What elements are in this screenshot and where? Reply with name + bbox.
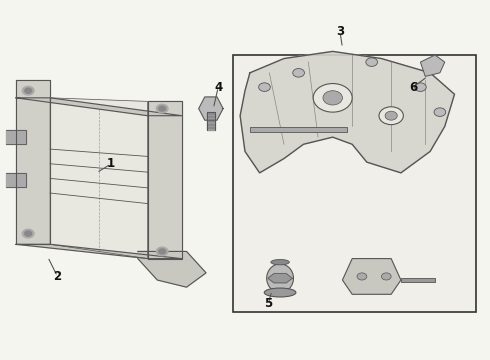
Circle shape	[357, 273, 367, 280]
Polygon shape	[6, 173, 26, 187]
Circle shape	[313, 84, 352, 112]
Text: 2: 2	[53, 270, 61, 283]
Circle shape	[415, 83, 426, 91]
Circle shape	[159, 249, 166, 254]
Polygon shape	[16, 80, 50, 244]
Text: 4: 4	[214, 81, 222, 94]
Ellipse shape	[267, 264, 294, 293]
Circle shape	[23, 229, 34, 238]
Text: 1: 1	[107, 157, 115, 170]
Circle shape	[293, 68, 304, 77]
Text: 3: 3	[336, 25, 344, 38]
Circle shape	[156, 247, 168, 256]
Circle shape	[259, 83, 270, 91]
Text: 5: 5	[264, 297, 272, 310]
Polygon shape	[199, 97, 223, 120]
Ellipse shape	[271, 260, 289, 265]
Circle shape	[385, 111, 397, 120]
Polygon shape	[147, 102, 182, 258]
Circle shape	[159, 106, 166, 111]
Polygon shape	[16, 98, 182, 116]
Circle shape	[366, 58, 377, 66]
Circle shape	[25, 231, 31, 236]
Circle shape	[381, 273, 391, 280]
Bar	[233, 55, 476, 312]
Text: 6: 6	[409, 81, 417, 94]
Bar	[401, 278, 435, 282]
Polygon shape	[420, 55, 445, 76]
Ellipse shape	[264, 288, 296, 297]
Circle shape	[23, 86, 34, 95]
Polygon shape	[138, 251, 206, 287]
Polygon shape	[16, 244, 182, 258]
Polygon shape	[268, 274, 292, 283]
Circle shape	[323, 91, 343, 105]
Polygon shape	[50, 98, 147, 258]
Polygon shape	[240, 51, 455, 173]
Polygon shape	[6, 130, 26, 144]
Circle shape	[156, 104, 168, 113]
Circle shape	[379, 107, 403, 125]
Circle shape	[434, 108, 446, 116]
Polygon shape	[343, 258, 401, 294]
Bar	[207, 112, 215, 130]
Circle shape	[25, 88, 31, 93]
Bar	[250, 127, 347, 132]
